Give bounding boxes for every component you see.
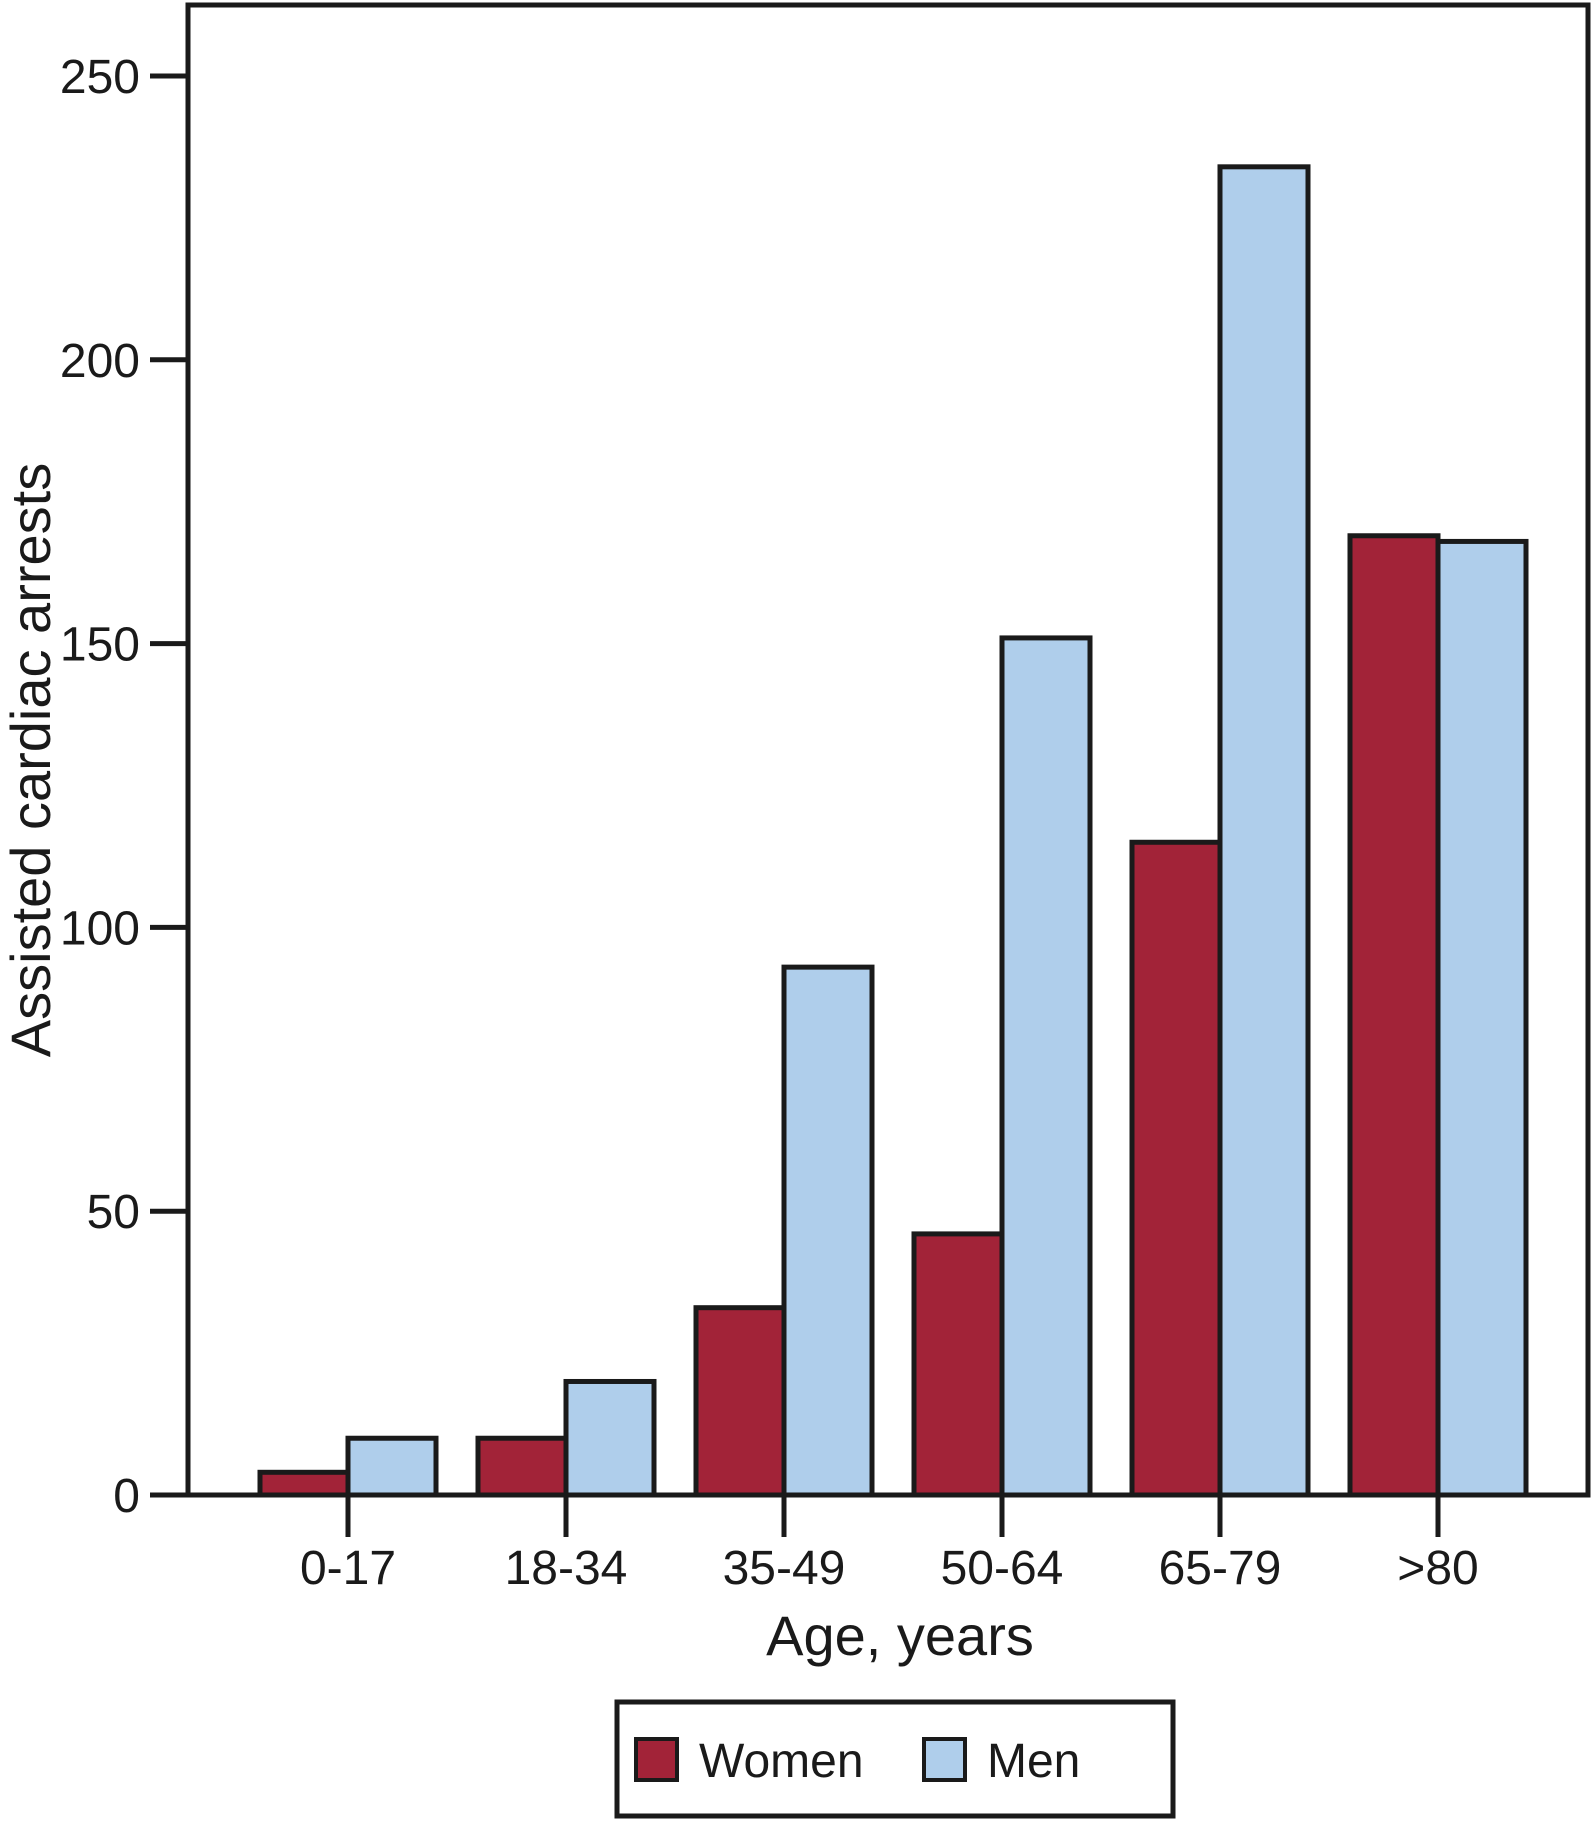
- legend-label-men: Men: [987, 1735, 1080, 1788]
- y-tick-label-50: 50: [87, 1186, 140, 1239]
- legend-swatch-women: [634, 1737, 679, 1782]
- legend-label-women: Women: [699, 1735, 864, 1788]
- y-tick-label-250: 250: [60, 51, 140, 104]
- axes-layer: 0 50 100 150 200 250 0-17 18-34 35-49 50-64 65-79 >…: [60, 2, 1591, 1595]
- x-category-label-35-49: 35-49: [723, 1542, 846, 1595]
- y-tick-label-0: 0: [113, 1470, 140, 1523]
- bar-women-18-34: [475, 1435, 569, 1498]
- bar-women-65-79: [1129, 839, 1223, 1498]
- bar-men-50-64: [999, 635, 1093, 1498]
- bar-women->80: [1347, 533, 1441, 1498]
- x-category-label-65-79: 65-79: [1159, 1542, 1282, 1595]
- bar-men-35-49: [781, 964, 875, 1498]
- y-tick-label-150: 150: [60, 619, 140, 672]
- x-category-label-18-34: 18-34: [505, 1542, 628, 1595]
- y-tick-label-100: 100: [60, 902, 140, 955]
- x-category-label-0-17: 0-17: [300, 1542, 396, 1595]
- bars-layer: [257, 164, 1529, 1498]
- y-tick-label-200: 200: [60, 335, 140, 388]
- bar-women-0-17: [257, 1469, 351, 1498]
- y-axis-title: Assisted cardiac arrests: [0, 463, 62, 1057]
- x-category-label-50-64: 50-64: [941, 1542, 1064, 1595]
- bar-women-35-49: [693, 1305, 787, 1498]
- legend-box: [614, 1699, 1176, 1819]
- bar-women-50-64: [911, 1231, 1005, 1498]
- bar-men-65-79: [1217, 164, 1311, 1498]
- legend-swatch-men: [922, 1737, 967, 1782]
- legend: Women Men: [614, 1699, 1176, 1819]
- bar-men->80: [1435, 538, 1529, 1498]
- plot-frame: [185, 2, 1591, 1498]
- bar-men-18-34: [563, 1378, 657, 1498]
- bar-men-0-17: [345, 1435, 439, 1498]
- x-axis-title: Age, years: [766, 1604, 1034, 1667]
- x-category-label->80: >80: [1397, 1542, 1478, 1595]
